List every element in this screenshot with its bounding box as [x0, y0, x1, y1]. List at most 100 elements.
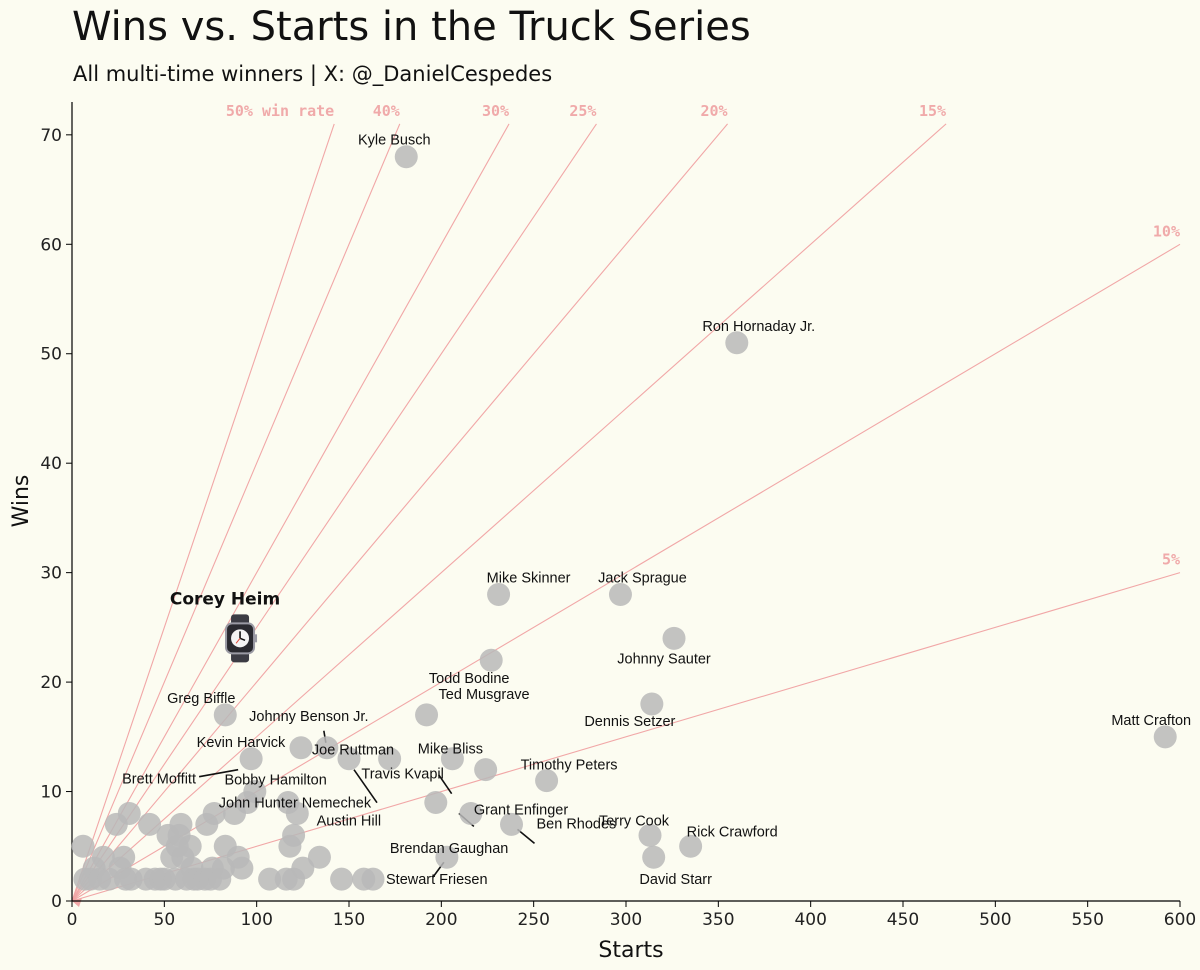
- ref-label-15: 15%: [919, 102, 946, 120]
- data-point-johnny-sauter: [662, 626, 686, 650]
- ref-label-10: 10%: [1153, 222, 1180, 240]
- data-point-mike-skinner: [487, 583, 511, 607]
- point-label-brett-moffitt: Brett Moffitt: [122, 772, 196, 788]
- y-tick-label: 10: [40, 783, 62, 803]
- point-label-kyle-busch: Kyle Busch: [358, 133, 431, 149]
- data-point-kevin-harvick: [289, 736, 313, 760]
- data-point: [178, 834, 202, 858]
- data-point-ben-rhodes: [500, 812, 524, 836]
- x-tick-label: 150: [333, 910, 365, 930]
- data-point: [258, 867, 282, 891]
- origin-arrowhead: [72, 898, 82, 907]
- ref-line-30: [71, 123, 510, 902]
- data-point-bobby-hamilton: [378, 747, 402, 771]
- data-point-stewart-friesen: [361, 867, 385, 891]
- leader-line-brett-moffitt: [198, 768, 239, 778]
- data-point-brendan-gaughan: [435, 845, 459, 869]
- x-tick-label: 450: [887, 910, 919, 930]
- ref-line-20: [71, 123, 728, 902]
- data-point-john-hunter-nemechek: [424, 790, 448, 814]
- data-point-todd-bodine: [479, 648, 503, 672]
- data-point-timothy-peters: [535, 769, 559, 793]
- point-label-kevin-harvick: Kevin Harvick: [197, 735, 286, 751]
- point-label-timothy-peters: Timothy Peters: [521, 758, 618, 774]
- point-label-ben-rhodes: Ben Rhodes: [537, 816, 617, 832]
- data-point-dennis-setzer: [640, 692, 664, 716]
- point-label-greg-biffle: Greg Biffle: [167, 691, 235, 707]
- data-point: [112, 845, 136, 869]
- point-label-mike-bliss: Mike Bliss: [418, 742, 483, 758]
- x-tick-label: 250: [517, 910, 549, 930]
- point-label-rick-crawford: Rick Crawford: [687, 824, 778, 840]
- data-point: [285, 801, 309, 825]
- data-point-rick-crawford: [679, 834, 703, 858]
- ref-line-5: [71, 572, 1181, 902]
- x-tick-label: 600: [1164, 910, 1196, 930]
- ref-label-25: 25%: [569, 102, 596, 120]
- data-point: [91, 845, 115, 869]
- data-point: [307, 845, 331, 869]
- ref-label-40: 40%: [373, 102, 400, 120]
- point-label-johnny-sauter: Johnny Sauter: [617, 651, 711, 667]
- point-label-dennis-setzer: Dennis Setzer: [584, 714, 675, 730]
- x-tick-label: 500: [979, 910, 1011, 930]
- data-point-terry-cook: [638, 823, 662, 847]
- data-point-travis-kvapil: [474, 758, 498, 782]
- ref-label-20: 20%: [700, 102, 727, 120]
- x-tick-label: 50: [154, 910, 176, 930]
- leader-line-joe-ruttman: [353, 769, 378, 804]
- data-point-matt-crafton: [1153, 725, 1177, 749]
- chart-title: Wins vs. Starts in the Truck Series: [72, 4, 751, 50]
- ticks: 0 50 100 150 200 250 300 350 400 450 500 550 600 0 10 2…: [40, 126, 1196, 930]
- data-point-grant-enfinger: [459, 801, 483, 825]
- point-label-johnny-benson-jr: Johnny Benson Jr.: [249, 709, 368, 725]
- y-tick-label: 40: [40, 454, 62, 474]
- data-point-greg-biffle: [213, 703, 237, 727]
- point-labels: Kyle Busch Ron Hornaday Jr. Mike Skinner Ja…: [122, 133, 1191, 888]
- highlight-label: Corey Heim: [170, 589, 280, 609]
- point-label-jack-sprague: Jack Sprague: [598, 571, 687, 587]
- watch-icon: [225, 614, 258, 663]
- x-tick-label: 300: [610, 910, 642, 930]
- x-tick-label: 100: [240, 910, 272, 930]
- point-label-ted-musgrave: Ted Musgrave: [439, 687, 530, 703]
- points: [71, 145, 1177, 891]
- ref-line-15: [71, 123, 947, 902]
- point-label-travis-kvapil: Travis Kvapil: [361, 767, 443, 783]
- data-point: [71, 834, 95, 858]
- x-tick-label: 0: [67, 910, 78, 930]
- watch-hand-hour: [239, 637, 246, 642]
- y-tick-label: 70: [40, 126, 62, 146]
- data-point-david-starr: [642, 845, 666, 869]
- point-label-stewart-friesen: Stewart Friesen: [386, 872, 488, 888]
- data-point-mike-bliss: [440, 747, 464, 771]
- data-point-jack-sprague: [608, 583, 632, 607]
- leader-line-travis-kvapil: [437, 774, 453, 795]
- point-label-matt-crafton: Matt Crafton: [1111, 713, 1191, 729]
- y-tick-label: 20: [40, 673, 62, 693]
- ref-line-50-win-rate: [71, 123, 335, 902]
- data-point: [243, 780, 267, 804]
- point-label-brendan-gaughan: Brendan Gaughan: [390, 841, 509, 857]
- data-point-ted-musgrave: [415, 703, 439, 727]
- watch-crown: [254, 634, 258, 643]
- x-tick-label: 400: [794, 910, 826, 930]
- point-label-david-starr: David Starr: [639, 872, 712, 888]
- ref-line-25: [71, 123, 597, 902]
- point-label-grant-enfinger: Grant Enfinger: [474, 802, 568, 818]
- chart-subtitle: All multi-time winners | X: @_DanielCesp…: [73, 62, 553, 86]
- x-axis-title: Starts: [598, 938, 663, 963]
- point-label-bobby-hamilton: Bobby Hamilton: [224, 773, 326, 789]
- data-point: [117, 801, 141, 825]
- point-label-john-hunter-nemechek: John Hunter Nemechek: [219, 795, 372, 811]
- x-tick-label: 200: [425, 910, 457, 930]
- ref-label-30: 30%: [482, 102, 509, 120]
- x-tick-label: 550: [1071, 910, 1103, 930]
- data-point-ron-hornaday-jr: [725, 331, 749, 355]
- data-point-joe-ruttman: [337, 747, 361, 771]
- reference-lines: 50% win rate 40% 30% 25% 20% 15% 10% 5%: [71, 102, 1181, 907]
- data-point: [138, 812, 162, 836]
- highlight: Corey Heim: [170, 589, 280, 663]
- data-point-johnny-benson-jr: [315, 736, 339, 760]
